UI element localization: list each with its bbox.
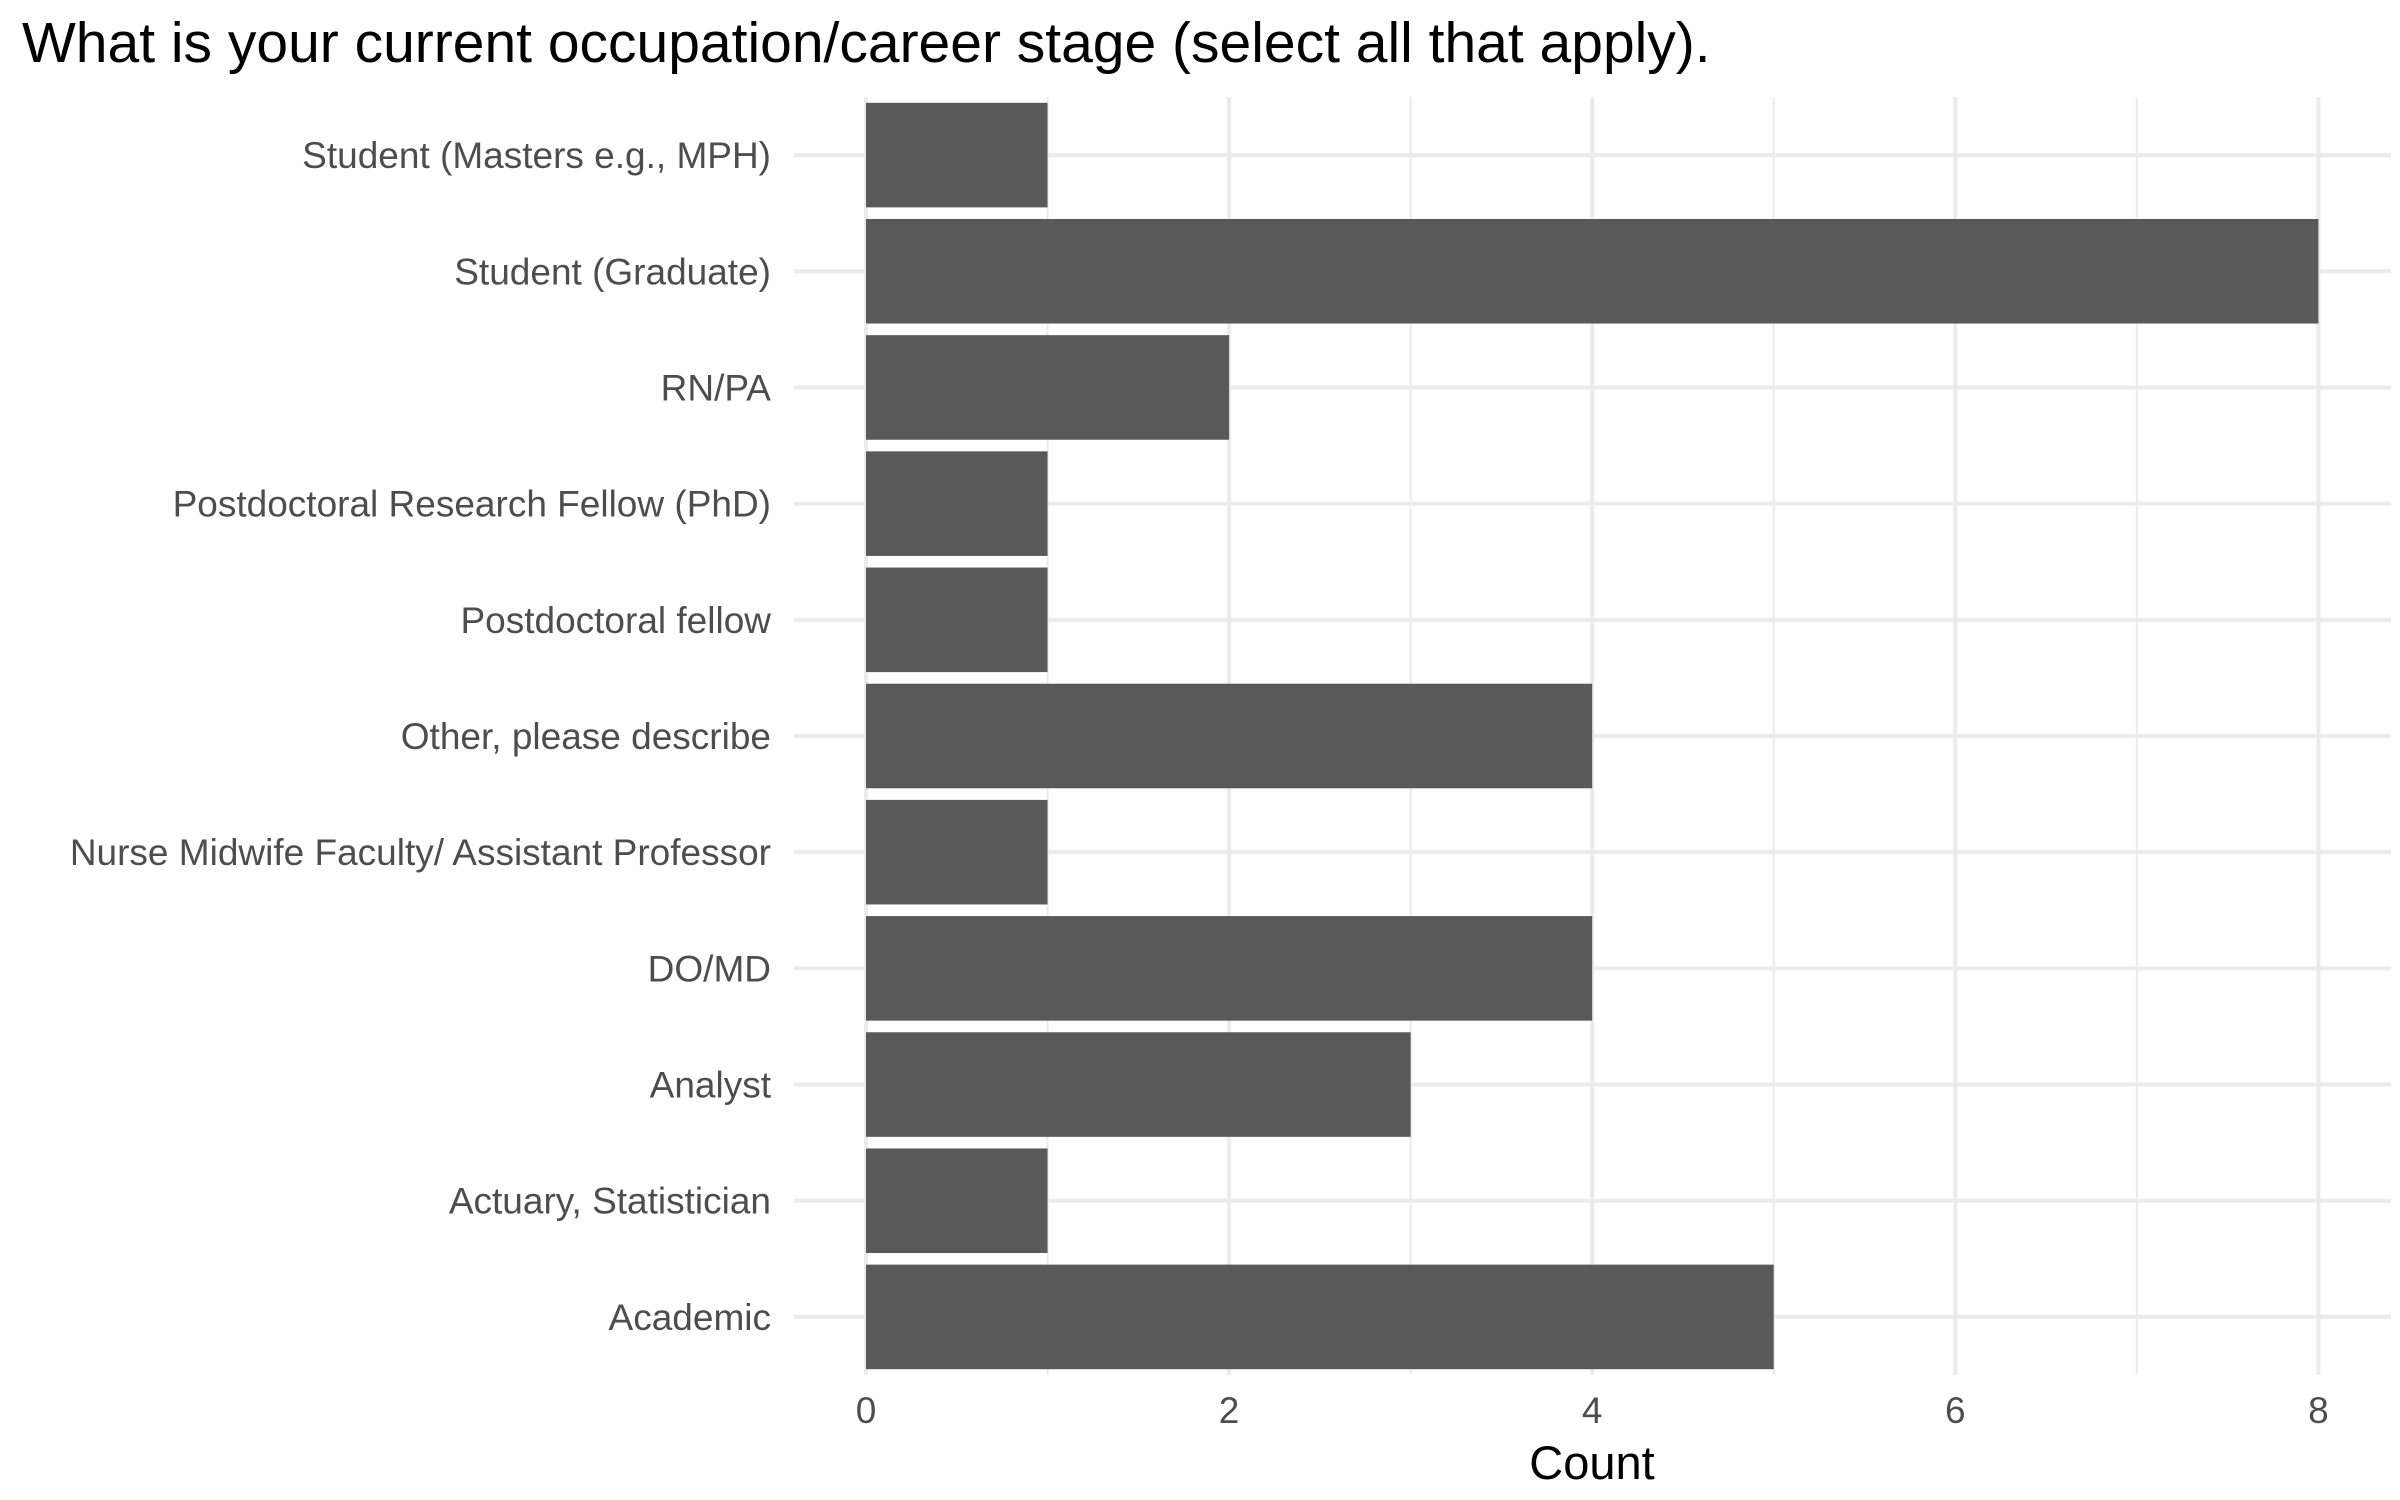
y-tick-label: Postdoctoral Research Fellow (PhD) (173, 484, 771, 525)
y-tick-label: Other, please describe (401, 716, 771, 757)
x-tick-label: 2 (1219, 1390, 1240, 1431)
x-tick-label: 4 (1582, 1390, 1603, 1431)
y-tick-label: Student (Masters e.g., MPH) (302, 135, 771, 176)
bars-layer (866, 102, 2319, 1370)
y-tick-label: Nurse Midwife Faculty/ Assistant Profess… (70, 832, 771, 873)
bar (866, 1264, 1774, 1370)
y-tick-label: RN/PA (661, 367, 772, 408)
y-tick-label: Postdoctoral fellow (460, 600, 771, 641)
chart-title: What is your current occupation/career s… (22, 11, 1711, 75)
x-tick-label: 0 (856, 1390, 877, 1431)
y-tick-label: DO/MD (648, 948, 771, 989)
bar (866, 218, 2319, 324)
bar (866, 683, 1593, 789)
bar (866, 102, 1048, 208)
bar (866, 1148, 1048, 1254)
y-tick-label: Analyst (650, 1065, 772, 1106)
y-axis-tick-labels: Student (Masters e.g., MPH) Student (Grad… (70, 135, 772, 1338)
y-tick-label: Student (Graduate) (454, 251, 771, 292)
bar (866, 1032, 1411, 1137)
y-tick-label: Academic (609, 1297, 771, 1338)
bar (866, 335, 1230, 440)
bar (866, 567, 1048, 673)
x-tick-label: 8 (2308, 1390, 2329, 1431)
x-tick-label: 6 (1945, 1390, 1966, 1431)
bar (866, 916, 1593, 1021)
y-tick-label: Actuary, Statistician (449, 1181, 771, 1222)
x-axis-title: Count (1529, 1436, 1654, 1489)
bar (866, 451, 1048, 556)
x-axis-tick-labels: 0 2 4 6 8 (856, 1390, 2329, 1431)
bar (866, 799, 1048, 905)
